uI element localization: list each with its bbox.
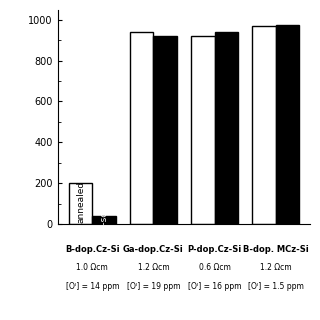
Bar — [153, 36, 177, 224]
Bar — [130, 32, 153, 224]
Bar — [191, 36, 215, 224]
Text: annealed: annealed — [76, 180, 85, 223]
Text: B-dop.Cz-Si: B-dop.Cz-Si — [65, 245, 120, 254]
Bar — [252, 26, 276, 224]
Text: [Oᴵ] = 19 ppm: [Oᴵ] = 19 ppm — [127, 282, 180, 291]
Text: [Oᴵ] = 16 ppm: [Oᴵ] = 16 ppm — [188, 282, 241, 291]
Text: B-dop. MCz-Si: B-dop. MCz-Si — [243, 245, 308, 254]
Text: [Oᴵ] = 1.5 ppm: [Oᴵ] = 1.5 ppm — [248, 282, 304, 291]
Text: 1.0 Ωcm: 1.0 Ωcm — [76, 263, 108, 272]
Text: 0.6 Ωcm: 0.6 Ωcm — [199, 263, 230, 272]
Bar — [215, 32, 238, 224]
Text: light-soaked: light-soaked — [100, 188, 108, 244]
Text: Ga-dop.Cz-Si: Ga-dop.Cz-Si — [123, 245, 184, 254]
Bar — [276, 25, 299, 224]
Text: P-dop.Cz-Si: P-dop.Cz-Si — [188, 245, 242, 254]
Bar — [92, 216, 116, 224]
Text: 1.2 Ωcm: 1.2 Ωcm — [138, 263, 169, 272]
Bar — [69, 183, 92, 224]
Text: [Oᴵ] = 14 ppm: [Oᴵ] = 14 ppm — [66, 282, 119, 291]
Text: 1.2 Ωcm: 1.2 Ωcm — [260, 263, 292, 272]
